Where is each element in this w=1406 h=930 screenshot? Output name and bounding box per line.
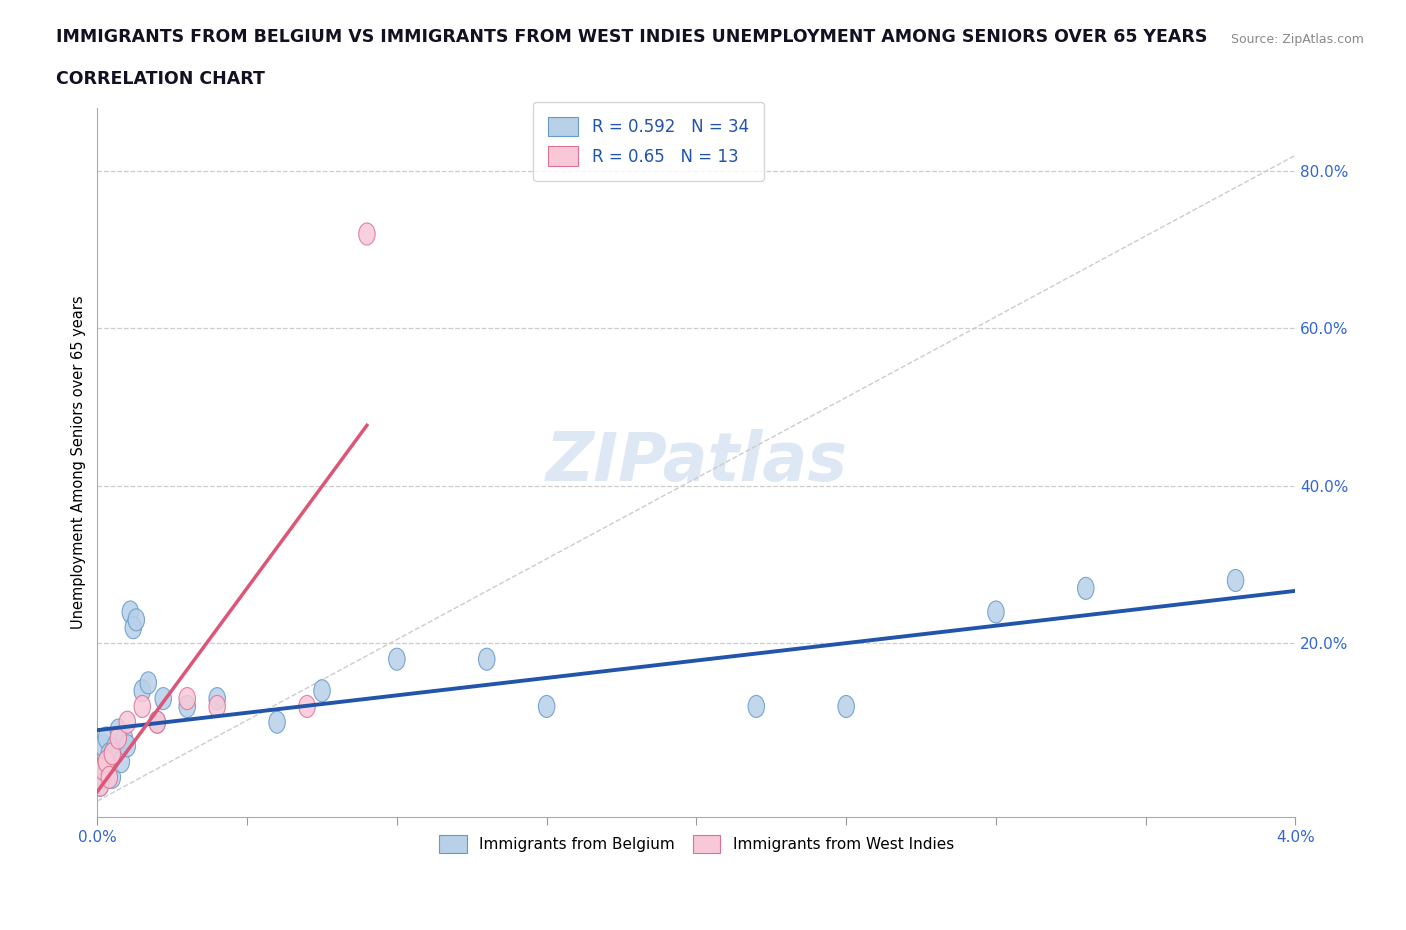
- Ellipse shape: [748, 696, 765, 717]
- Ellipse shape: [101, 759, 118, 780]
- Ellipse shape: [93, 774, 108, 796]
- Text: CORRELATION CHART: CORRELATION CHART: [56, 70, 266, 87]
- Ellipse shape: [209, 687, 225, 710]
- Ellipse shape: [110, 719, 127, 741]
- Ellipse shape: [179, 687, 195, 710]
- Ellipse shape: [209, 696, 225, 717]
- Ellipse shape: [134, 696, 150, 717]
- Ellipse shape: [117, 727, 132, 749]
- Ellipse shape: [128, 609, 145, 631]
- Ellipse shape: [104, 766, 121, 789]
- Y-axis label: Unemployment Among Seniors over 65 years: Unemployment Among Seniors over 65 years: [72, 296, 86, 630]
- Ellipse shape: [314, 680, 330, 702]
- Ellipse shape: [141, 671, 156, 694]
- Ellipse shape: [98, 727, 114, 749]
- Ellipse shape: [104, 743, 121, 764]
- Text: ZIPatlas: ZIPatlas: [546, 430, 848, 496]
- Ellipse shape: [125, 617, 142, 639]
- Ellipse shape: [299, 696, 315, 717]
- Ellipse shape: [107, 735, 124, 757]
- Ellipse shape: [101, 743, 118, 764]
- Ellipse shape: [838, 696, 855, 717]
- Ellipse shape: [98, 751, 114, 773]
- Ellipse shape: [93, 759, 108, 780]
- Ellipse shape: [149, 711, 166, 733]
- Ellipse shape: [478, 648, 495, 671]
- Text: Source: ZipAtlas.com: Source: ZipAtlas.com: [1230, 33, 1364, 46]
- Ellipse shape: [120, 711, 135, 733]
- Ellipse shape: [101, 766, 118, 789]
- Ellipse shape: [388, 648, 405, 671]
- Ellipse shape: [112, 751, 129, 773]
- Legend: Immigrants from Belgium, Immigrants from West Indies: Immigrants from Belgium, Immigrants from…: [433, 829, 960, 858]
- Text: IMMIGRANTS FROM BELGIUM VS IMMIGRANTS FROM WEST INDIES UNEMPLOYMENT AMONG SENIOR: IMMIGRANTS FROM BELGIUM VS IMMIGRANTS FR…: [56, 28, 1208, 46]
- Ellipse shape: [110, 727, 127, 749]
- Ellipse shape: [120, 735, 135, 757]
- Ellipse shape: [149, 711, 166, 733]
- Ellipse shape: [538, 696, 555, 717]
- Ellipse shape: [96, 759, 111, 780]
- Ellipse shape: [359, 223, 375, 245]
- Ellipse shape: [155, 687, 172, 710]
- Ellipse shape: [93, 774, 108, 796]
- Ellipse shape: [98, 751, 114, 773]
- Ellipse shape: [96, 766, 111, 789]
- Ellipse shape: [1077, 578, 1094, 599]
- Ellipse shape: [987, 601, 1004, 623]
- Ellipse shape: [134, 680, 150, 702]
- Ellipse shape: [96, 735, 111, 757]
- Ellipse shape: [122, 601, 139, 623]
- Ellipse shape: [269, 711, 285, 733]
- Ellipse shape: [179, 696, 195, 717]
- Ellipse shape: [1227, 569, 1244, 591]
- Ellipse shape: [104, 743, 121, 764]
